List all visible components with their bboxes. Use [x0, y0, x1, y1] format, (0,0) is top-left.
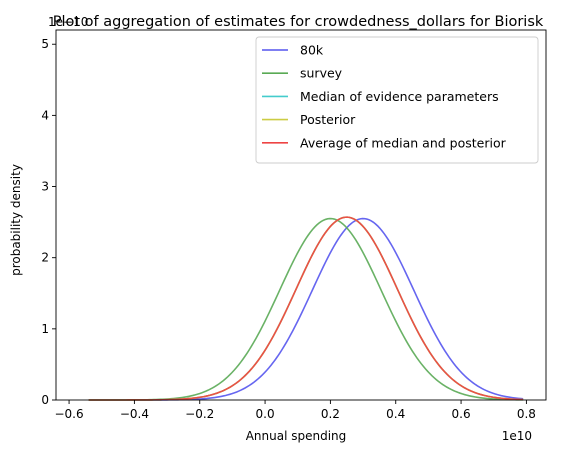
legend-label-1: survey	[300, 66, 343, 81]
legend: 80k survey Median of evidence parameters Po…	[255, 36, 539, 164]
x-tick-label: 0.0	[256, 407, 275, 421]
series-line-1	[88, 217, 524, 401]
x-tick-label: −0.6	[54, 407, 83, 421]
y-tick-label: 2	[41, 251, 49, 265]
y-tick-label: 0	[41, 393, 49, 407]
y-tick-label: 1	[41, 322, 49, 336]
x-tick-label: 0.8	[517, 407, 536, 421]
legend-label-0: 80k	[300, 43, 324, 58]
y-axis-ticks: 0 1 2 3 4 5	[41, 37, 56, 407]
x-tick-label: 0.2	[321, 407, 340, 421]
legend-label-3: Posterior	[300, 112, 356, 127]
y-tick-label: 4	[41, 108, 49, 122]
y-axis-label: probability density	[9, 164, 23, 276]
series-line-2	[88, 216, 524, 401]
plot-area	[55, 29, 547, 401]
x-axis-ticks: −0.6 −0.4 −0.2 0.0 0.2 0.4 0.6 0.8	[54, 400, 536, 421]
x-tick-label: 0.6	[452, 407, 471, 421]
legend-label-4: Average of median and posterior	[300, 135, 507, 150]
series-line-0	[88, 217, 524, 401]
legend-box	[255, 36, 539, 164]
chart-title: Plot of aggregation of estimates for cro…	[53, 14, 544, 30]
x-tick-label: −0.4	[120, 407, 149, 421]
series-line-4	[88, 216, 524, 401]
x-axis-label: Annual spending	[246, 429, 347, 443]
axes-frame	[55, 29, 547, 401]
x-offset-label: 1e10	[502, 429, 532, 443]
series-line-3	[88, 216, 524, 401]
x-tick-label: 0.4	[386, 407, 405, 421]
legend-label-2: Median of evidence parameters	[300, 89, 499, 104]
y-tick-label: 3	[41, 180, 49, 194]
x-tick-label: −0.2	[185, 407, 214, 421]
y-offset-label: 1e−10	[48, 15, 88, 29]
y-tick-label: 5	[41, 37, 49, 51]
